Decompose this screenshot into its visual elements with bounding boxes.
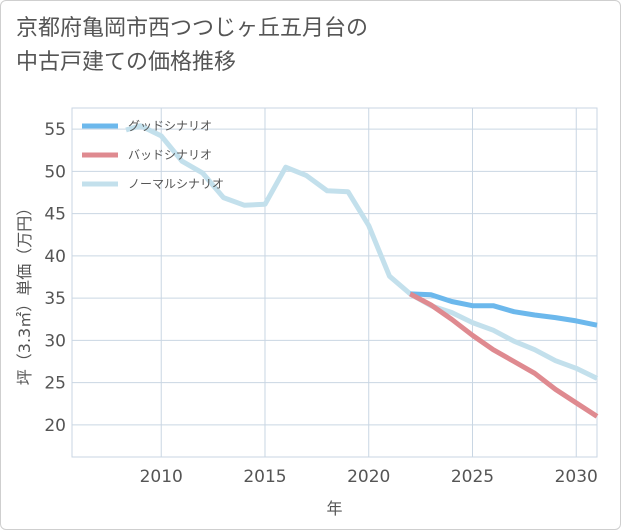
- x-axis-label: 年: [326, 499, 342, 518]
- y-tick-label: 40: [44, 247, 66, 267]
- chart-title-line-2: 中古戸建ての価格推移: [16, 50, 237, 75]
- series-line-2: [125, 123, 599, 381]
- x-tick-label: 2015: [243, 467, 286, 487]
- legend-label: バッドシナリオ: [128, 148, 212, 162]
- x-tick-label: 2025: [451, 467, 494, 487]
- legend-label: グッドシナリオ: [128, 119, 212, 133]
- y-tick-label: 30: [44, 331, 66, 351]
- y-tick-label: 20: [44, 416, 66, 436]
- y-tick-label: 45: [44, 205, 66, 225]
- x-tick-label: 2010: [140, 467, 183, 487]
- series-lines: [125, 123, 599, 419]
- y-tick-label: 55: [44, 120, 66, 140]
- legend-label: ノーマルシナリオ: [128, 177, 224, 191]
- y-tick-label: 50: [44, 162, 66, 182]
- grid: [71, 107, 598, 458]
- chart-title-line-1: 京都府亀岡市西つつじヶ丘五月台の: [16, 16, 369, 41]
- x-tick-label: 2020: [347, 467, 390, 487]
- plot-area: [71, 107, 598, 458]
- series-line-1: [409, 291, 599, 419]
- y-axis-label: 坪（3.3㎡）単価（万円）: [15, 200, 34, 385]
- series-line-0: [410, 291, 598, 328]
- y-tick-label: 35: [44, 289, 66, 309]
- y-tick-label: 25: [44, 374, 66, 394]
- chart-title: 京都府亀岡市西つつじヶ丘五月台の 中古戸建ての価格推移: [16, 12, 576, 80]
- x-tick-label: 2030: [555, 467, 598, 487]
